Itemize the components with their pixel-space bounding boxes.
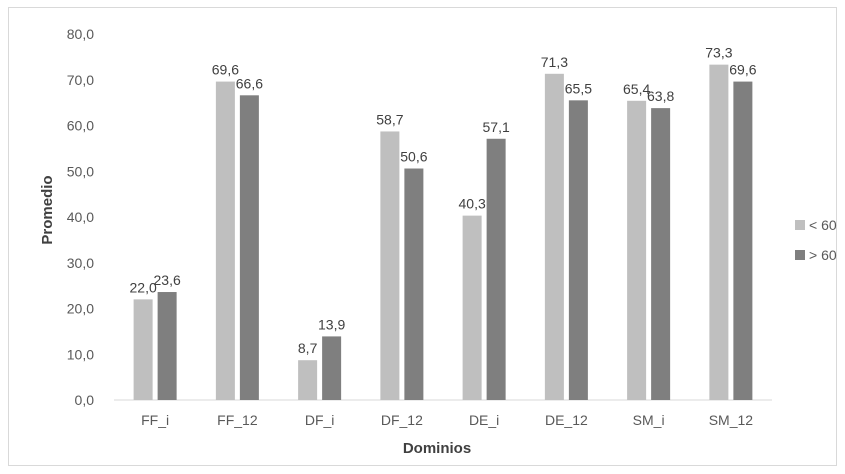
data-label: 69,6 [212, 62, 239, 78]
data-label: 65,5 [565, 80, 592, 96]
x-tick-label: DE_12 [545, 412, 588, 428]
x-tick-label: DF_12 [381, 412, 423, 428]
bar-sm-12-series-2 [733, 81, 753, 400]
data-label: 8,7 [298, 340, 318, 356]
bars [133, 64, 753, 401]
legend: < 60 > 60 [795, 217, 837, 263]
bar-ff-i-series-2 [157, 292, 177, 400]
data-label: 65,4 [623, 81, 650, 97]
data-label: 23,6 [154, 272, 181, 288]
y-tick-label: 10,0 [67, 346, 94, 362]
x-axis-title: Dominios [403, 440, 471, 457]
y-tick-label: 80,0 [67, 26, 94, 42]
bar-df-12-series-2 [404, 168, 424, 400]
y-axis-title: Promedio [39, 175, 56, 244]
y-tick-label: 70,0 [67, 72, 94, 88]
y-tick-label: 30,0 [67, 255, 94, 271]
x-tick-label: SM_i [633, 412, 665, 428]
legend-label: < 60 [809, 217, 837, 233]
bar-de-12-series-2 [568, 100, 588, 401]
y-tick-label: 40,0 [67, 209, 94, 225]
data-label: 66,6 [236, 75, 263, 91]
data-label: 71,3 [541, 54, 568, 70]
bar-de-i-series-2 [486, 138, 506, 400]
bar-sm-i-series-2 [651, 108, 671, 401]
x-tick-label: DE_i [469, 412, 499, 428]
data-label: 73,3 [705, 45, 732, 61]
x-tick-label: DF_i [305, 412, 335, 428]
bar-de-i-series-1 [462, 215, 482, 400]
bar-ff-i-series-1 [133, 299, 153, 400]
legend-swatch [795, 220, 805, 230]
data-label: 22,0 [130, 279, 157, 295]
data-label: 57,1 [483, 119, 510, 135]
bar-df-12-series-1 [380, 131, 400, 400]
bar-ff-12-series-2 [239, 95, 259, 401]
y-tick-label: 20,0 [67, 301, 94, 317]
y-tick-label: 50,0 [67, 163, 94, 179]
legend-label: > 60 [809, 247, 837, 263]
data-label: 50,6 [400, 149, 427, 165]
x-tick-label: FF_i [141, 412, 169, 428]
bar-de-12-series-1 [544, 73, 564, 401]
data-label: 40,3 [459, 196, 486, 212]
y-tick-label: 60,0 [67, 118, 94, 134]
x-tick-label: FF_12 [217, 412, 258, 428]
legend-swatch [795, 250, 805, 260]
bar-ff-12-series-1 [215, 81, 235, 400]
x-tick-label: SM_12 [709, 412, 754, 428]
x-axis-ticks: FF_i FF_12 DF_i DF_12 DE_i DE_12 SM_i SM_12 [141, 412, 753, 428]
bar-df-i-series-2 [322, 336, 342, 400]
data-label: 69,6 [729, 62, 756, 78]
data-label: 13,9 [318, 316, 345, 332]
bar-sm-12-series-1 [709, 64, 729, 400]
data-labels: 22,023,669,666,68,713,958,750,640,357,17… [130, 45, 757, 357]
y-axis-ticks: 0,0 10,0 20,0 30,0 40,0 50,0 60,0 70,0 80,0 [67, 26, 94, 408]
y-tick-label: 0,0 [75, 392, 95, 408]
data-label: 63,8 [647, 88, 674, 104]
bar-df-i-series-1 [298, 360, 318, 400]
data-label: 58,7 [376, 111, 403, 127]
bar-sm-i-series-1 [627, 100, 647, 401]
